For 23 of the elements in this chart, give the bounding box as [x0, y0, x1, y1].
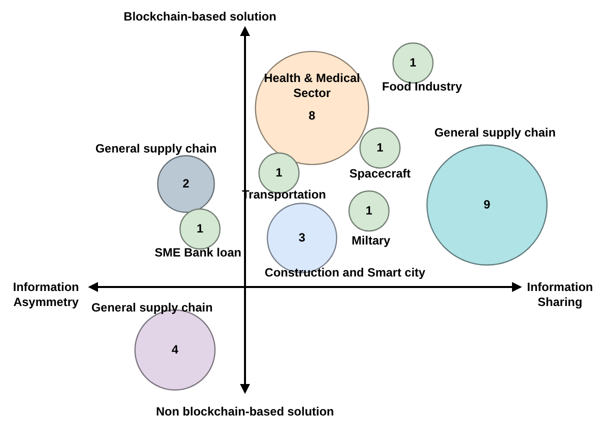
data-label: 1	[376, 140, 384, 154]
data-label: 1	[366, 203, 373, 218]
text: Information Asymmetry	[13, 280, 80, 309]
category-label: General supply chain	[434, 125, 556, 140]
data-label: 1	[276, 165, 283, 180]
category-label: Construction and Smart city	[264, 265, 426, 280]
category-label: Miltary	[352, 233, 391, 248]
text: Blockchain-based solution	[124, 9, 276, 24]
data-label: 4	[172, 342, 179, 356]
text: Information Sharing	[527, 280, 593, 309]
data-label: 8	[308, 108, 316, 122]
category-label: SME Bank loan	[154, 245, 242, 260]
category-label: General supply chain	[95, 141, 217, 156]
data-label: 2	[182, 176, 190, 190]
data-label: 9	[484, 197, 491, 212]
category-label: Spacecraft	[349, 166, 411, 180]
data-label: 1	[196, 221, 204, 236]
text: Non blockchain-based solution	[156, 404, 334, 418]
data-label: 3	[298, 230, 306, 244]
category-label: Health & Medical Sector	[264, 70, 360, 100]
data-label: 1	[410, 55, 417, 70]
category-label: Food Industry	[382, 79, 462, 94]
category-label: General supply chain	[91, 300, 213, 314]
